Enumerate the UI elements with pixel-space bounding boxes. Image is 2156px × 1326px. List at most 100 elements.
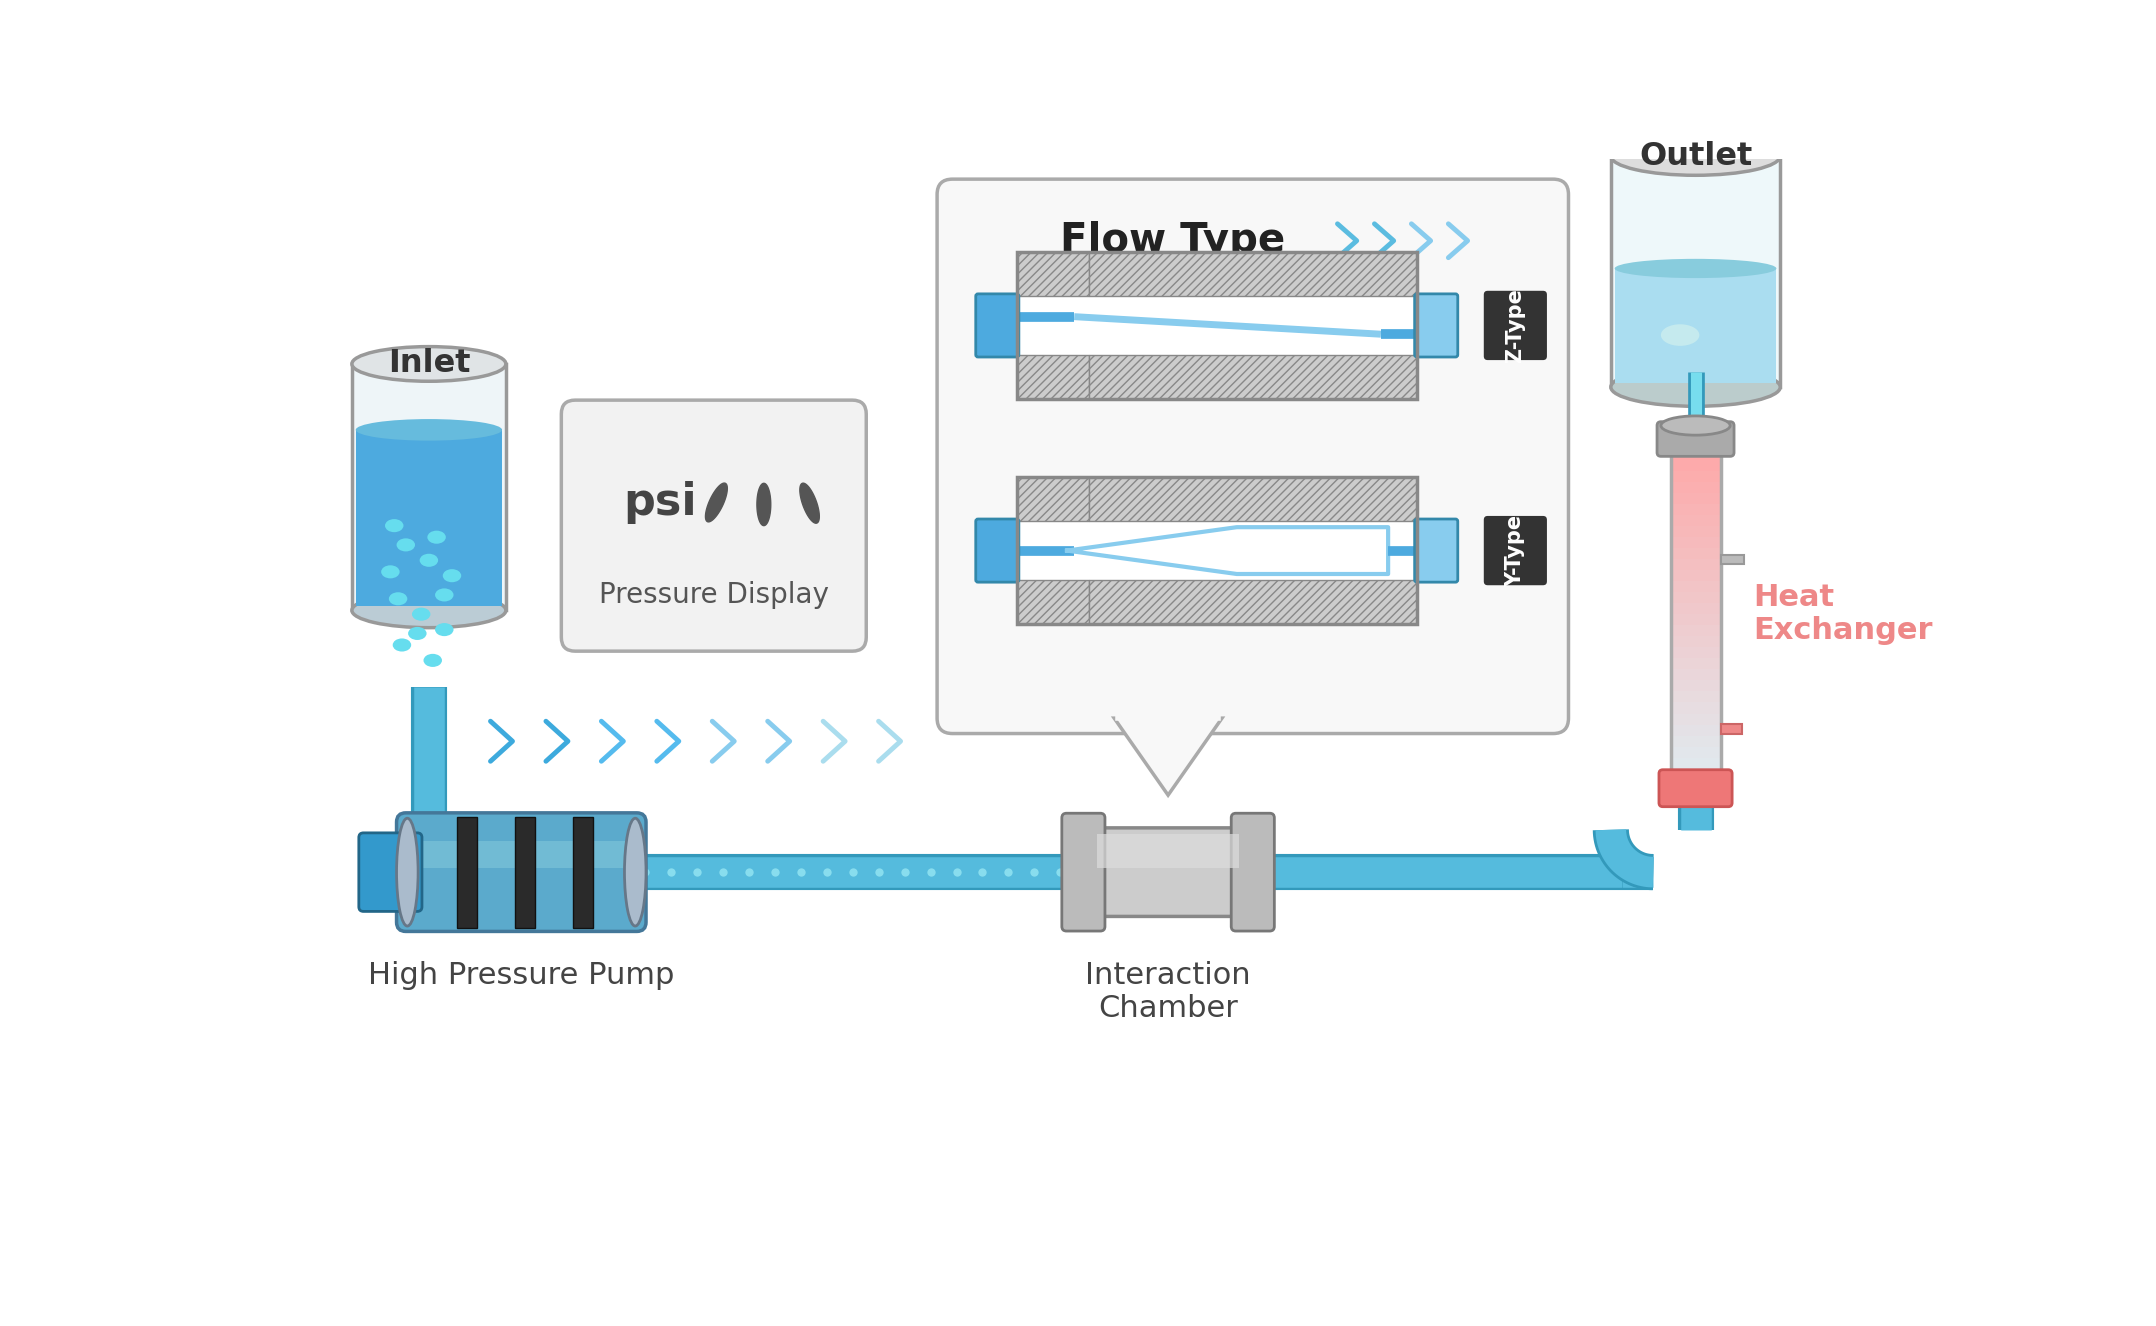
FancyBboxPatch shape [358, 833, 423, 911]
Ellipse shape [388, 593, 407, 606]
FancyBboxPatch shape [1671, 691, 1720, 703]
FancyBboxPatch shape [1658, 769, 1731, 806]
FancyBboxPatch shape [1671, 614, 1720, 626]
FancyBboxPatch shape [1671, 724, 1720, 736]
Ellipse shape [1611, 367, 1781, 406]
FancyBboxPatch shape [1089, 354, 1416, 399]
FancyBboxPatch shape [1671, 735, 1720, 747]
Text: Z-Type: Z-Type [1505, 288, 1524, 363]
Text: Interaction
Chamber: Interaction Chamber [1084, 961, 1250, 1024]
FancyBboxPatch shape [1671, 448, 1720, 460]
Ellipse shape [351, 346, 507, 382]
Ellipse shape [392, 638, 412, 651]
Ellipse shape [436, 589, 453, 602]
FancyBboxPatch shape [397, 813, 647, 931]
Ellipse shape [1615, 259, 1777, 278]
FancyBboxPatch shape [1671, 525, 1720, 537]
FancyBboxPatch shape [1671, 625, 1720, 636]
FancyBboxPatch shape [977, 294, 1020, 357]
Ellipse shape [423, 654, 442, 667]
FancyBboxPatch shape [1089, 477, 1416, 521]
FancyBboxPatch shape [1671, 757, 1720, 769]
FancyBboxPatch shape [1097, 834, 1240, 869]
Text: Outlet: Outlet [1639, 141, 1753, 171]
Polygon shape [757, 483, 770, 525]
Polygon shape [1067, 528, 1388, 574]
FancyBboxPatch shape [1671, 602, 1720, 614]
FancyBboxPatch shape [977, 518, 1020, 582]
FancyBboxPatch shape [1089, 252, 1416, 296]
FancyBboxPatch shape [1671, 713, 1720, 724]
Ellipse shape [351, 593, 507, 627]
FancyBboxPatch shape [1671, 558, 1720, 570]
FancyBboxPatch shape [1671, 701, 1720, 713]
FancyBboxPatch shape [418, 841, 625, 869]
FancyBboxPatch shape [1018, 477, 1089, 521]
FancyBboxPatch shape [1658, 422, 1733, 456]
FancyBboxPatch shape [1087, 827, 1248, 916]
FancyBboxPatch shape [1671, 768, 1720, 780]
FancyBboxPatch shape [1720, 724, 1742, 733]
Ellipse shape [420, 554, 438, 566]
FancyBboxPatch shape [1018, 354, 1089, 399]
FancyBboxPatch shape [351, 363, 507, 610]
Polygon shape [800, 483, 819, 524]
FancyBboxPatch shape [1671, 745, 1720, 757]
Text: Heat
Exchanger: Heat Exchanger [1753, 583, 1932, 646]
FancyBboxPatch shape [1671, 668, 1720, 680]
FancyBboxPatch shape [1671, 569, 1720, 581]
FancyBboxPatch shape [1671, 492, 1720, 504]
FancyBboxPatch shape [1018, 477, 1416, 623]
Text: High Pressure Pump: High Pressure Pump [369, 961, 675, 989]
FancyBboxPatch shape [1483, 290, 1546, 361]
FancyBboxPatch shape [1671, 591, 1720, 603]
FancyBboxPatch shape [1018, 252, 1089, 296]
FancyBboxPatch shape [1671, 503, 1720, 514]
Ellipse shape [1660, 325, 1699, 346]
FancyBboxPatch shape [561, 400, 867, 651]
FancyBboxPatch shape [356, 430, 502, 606]
Ellipse shape [382, 565, 399, 578]
Ellipse shape [625, 818, 647, 926]
FancyBboxPatch shape [1483, 516, 1546, 585]
FancyBboxPatch shape [457, 817, 476, 928]
Text: Inlet: Inlet [388, 349, 470, 379]
FancyBboxPatch shape [1231, 813, 1274, 931]
FancyBboxPatch shape [1671, 514, 1720, 526]
FancyBboxPatch shape [573, 817, 593, 928]
Ellipse shape [397, 538, 414, 552]
FancyBboxPatch shape [1671, 481, 1720, 493]
Ellipse shape [356, 419, 502, 440]
Ellipse shape [412, 607, 431, 621]
Ellipse shape [407, 627, 427, 640]
FancyBboxPatch shape [1061, 813, 1104, 931]
FancyBboxPatch shape [1615, 268, 1777, 383]
FancyBboxPatch shape [938, 179, 1570, 733]
Ellipse shape [386, 518, 403, 532]
Text: Pressure Display: Pressure Display [599, 581, 828, 609]
FancyBboxPatch shape [1018, 579, 1089, 623]
FancyBboxPatch shape [1671, 658, 1720, 670]
Text: Y-Type: Y-Type [1505, 514, 1524, 586]
FancyBboxPatch shape [1720, 554, 1744, 564]
Polygon shape [1115, 719, 1222, 796]
FancyBboxPatch shape [1671, 548, 1720, 560]
Ellipse shape [1660, 416, 1729, 435]
FancyBboxPatch shape [1671, 581, 1720, 593]
FancyBboxPatch shape [1671, 647, 1720, 658]
FancyBboxPatch shape [1671, 635, 1720, 647]
Polygon shape [705, 483, 727, 522]
FancyBboxPatch shape [515, 817, 535, 928]
FancyBboxPatch shape [1414, 518, 1457, 582]
FancyBboxPatch shape [1018, 252, 1416, 399]
FancyBboxPatch shape [1671, 459, 1720, 471]
FancyBboxPatch shape [1671, 536, 1720, 548]
Ellipse shape [442, 569, 461, 582]
Text: psi: psi [623, 481, 696, 524]
FancyBboxPatch shape [1611, 156, 1781, 387]
FancyBboxPatch shape [1671, 469, 1720, 481]
Ellipse shape [436, 623, 453, 636]
Ellipse shape [397, 818, 418, 926]
Ellipse shape [1611, 137, 1781, 175]
FancyBboxPatch shape [1671, 680, 1720, 691]
